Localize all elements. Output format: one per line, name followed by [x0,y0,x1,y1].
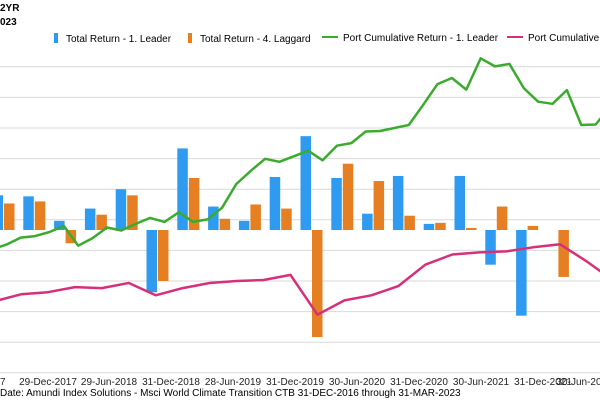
legend-label-port-cumulative-2: Port Cumulative R [528,33,600,44]
legend-label-leader-cumulative: Port Cumulative Return - 1. Leader [343,33,499,44]
x-tick-label-5: 31-Dec-2019 [266,377,324,388]
bar-leader-11 [331,177,342,230]
bar-leader-14 [423,223,435,230]
legend-swatch-laggard-return [188,33,192,43]
bar-leader-17 [516,230,527,316]
bar-laggard-7 [219,218,231,230]
bar-laggard-14 [435,222,446,230]
bar-leader-4 [115,189,127,230]
bar-laggard-4 [127,195,138,230]
bar-leader-3 [84,208,96,230]
source-note: Date: Amundi Index Solutions - Msci Worl… [0,388,461,399]
x-tick-label-7: 31-Dec-2020 [390,377,448,388]
bar-laggard-1 [34,201,46,230]
bar-leader-6 [177,148,188,230]
bar-leader-13 [392,175,404,230]
x-tick-label-4: 28-Jun-2019 [205,377,262,388]
bar-leader-2 [54,220,65,230]
bar-leader-15 [454,175,465,230]
legend-item-leader-return: Total Return - 1. Leader [54,33,171,45]
legend-item-leader-cumulative: Port Cumulative Return - 1. Leader [322,33,498,44]
x-tick-label-8: 30-Jun-2021 [453,377,510,388]
legend-item-port-cumulative-2: Port Cumulative R [507,33,600,44]
bar-laggard-11 [342,163,354,230]
bar-leader-12 [362,213,373,230]
bar-laggard-12 [373,181,385,230]
bar-leader-0 [0,195,3,230]
line-leader-cumulative [0,57,600,248]
x-tick-label-2: 29-Jun-2018 [81,377,138,388]
bar-laggard-10 [312,230,323,338]
bar-leader-10 [300,136,311,230]
bar-laggard-6 [188,177,200,230]
bar-leader-5 [146,230,157,293]
bar-laggard-9 [281,208,292,230]
bar-laggard-13 [404,215,415,230]
legend-label-laggard-return: Total Return - 4. Laggard [200,34,311,45]
x-tick-label-0: 7 [0,377,6,388]
bar-laggard-3 [96,214,107,230]
legend-swatch-leader-return [54,33,58,43]
bar-laggard-17 [527,225,539,230]
legend-swatch-leader-cumulative [322,36,338,38]
chart-title-line-2: 023 [0,17,17,28]
bar-leader-7 [208,206,219,230]
line-port-cumulative-2 [0,243,600,316]
bar-laggard-8 [250,204,261,230]
bar-leader-1 [23,196,34,230]
bar-leader-16 [485,230,496,265]
chart-title-line-1: 2YR [0,3,20,14]
x-tick-label-9: 31-Dec-2021 [514,377,572,388]
x-tick-label-10: 30-Jun-20 [556,377,600,388]
bar-laggard-5 [158,230,169,281]
bar-laggard-0 [4,203,15,230]
legend-item-laggard-return: Total Return - 4. Laggard [188,33,311,45]
bar-laggard-18 [558,230,569,277]
x-tick-label-1: 29-Dec-2017 [19,377,77,388]
bar-leader-9 [269,176,281,230]
bar-laggard-15 [466,227,477,230]
legend-label-leader-return: Total Return - 1. Leader [66,34,172,45]
legend-swatch-port-cumulative-2 [507,36,523,38]
bar-leader-8 [238,220,250,230]
x-tick-label-6: 30-Jun-2020 [329,377,386,388]
x-tick-label-3: 31-Dec-2018 [142,377,200,388]
bar-laggard-16 [496,206,508,230]
